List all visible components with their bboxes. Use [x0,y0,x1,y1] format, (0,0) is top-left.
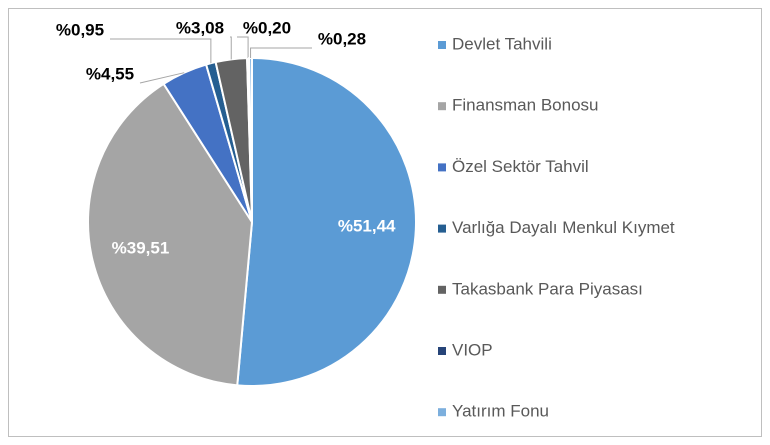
data-label: %3,08 [176,18,224,37]
leader-line [230,36,232,60]
legend-swatch [438,408,446,417]
leader-line [139,72,185,84]
data-label: %0,95 [56,20,104,39]
legend-swatch [438,41,446,49]
legend-swatch [438,224,446,233]
legend-label: Varlığa Dayalı Menkul Kıymet [452,218,675,237]
data-label: %51,44 [338,217,396,236]
legend-label: Finansman Bonosu [452,96,598,115]
legend-label: Özel Sektör Tahvil [452,157,589,176]
legend-label: Takasbank Para Piyasası [452,279,643,298]
leader-line [250,47,312,59]
legend-swatch [438,347,446,355]
legend-label: Devlet Tahvili [452,34,552,53]
data-label: %4,55 [86,64,134,83]
legend-swatch [438,163,446,172]
data-label: %0,28 [318,29,366,48]
legend-label: Yatırım Fonu [452,402,549,421]
pie-slice [236,56,417,387]
legend-label: VIOP [452,340,493,359]
data-label: %0,20 [243,18,291,37]
leader-line [110,38,212,64]
legend-swatch [438,102,446,111]
data-label: %39,51 [112,239,170,258]
legend-swatch [438,285,446,294]
leader-line [237,36,249,59]
pie-slice [248,56,253,223]
